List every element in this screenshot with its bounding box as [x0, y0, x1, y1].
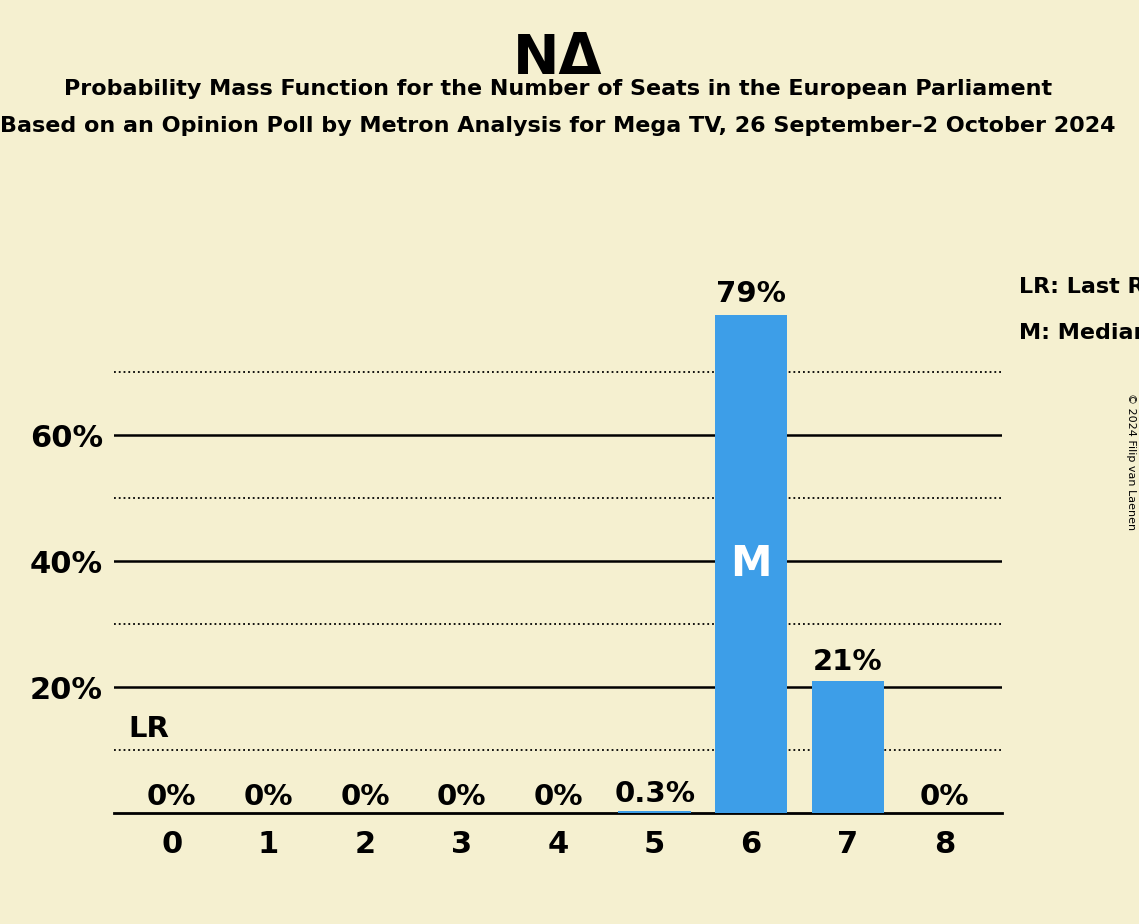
Bar: [715, 315, 787, 813]
Text: © 2024 Filip van Laenen: © 2024 Filip van Laenen: [1126, 394, 1136, 530]
Text: M: M: [730, 543, 772, 585]
Text: 0%: 0%: [341, 783, 390, 810]
Text: 0%: 0%: [919, 783, 969, 810]
Text: 0%: 0%: [436, 783, 486, 810]
Text: 0%: 0%: [147, 783, 197, 810]
Text: LR: LR: [129, 714, 170, 743]
Text: 0%: 0%: [244, 783, 293, 810]
Text: NΔ: NΔ: [514, 32, 603, 86]
Text: M: Median: M: Median: [1019, 323, 1139, 344]
Text: Probability Mass Function for the Number of Seats in the European Parliament: Probability Mass Function for the Number…: [64, 79, 1052, 99]
Bar: [618, 811, 691, 813]
Bar: [812, 681, 884, 813]
Text: 79%: 79%: [716, 280, 786, 308]
Text: 21%: 21%: [813, 648, 883, 675]
Text: 0.3%: 0.3%: [614, 780, 695, 808]
Text: 0%: 0%: [533, 783, 583, 810]
Text: LR: Last Result: LR: Last Result: [1019, 277, 1139, 298]
Text: Based on an Opinion Poll by Metron Analysis for Mega TV, 26 September–2 October : Based on an Opinion Poll by Metron Analy…: [0, 116, 1116, 136]
